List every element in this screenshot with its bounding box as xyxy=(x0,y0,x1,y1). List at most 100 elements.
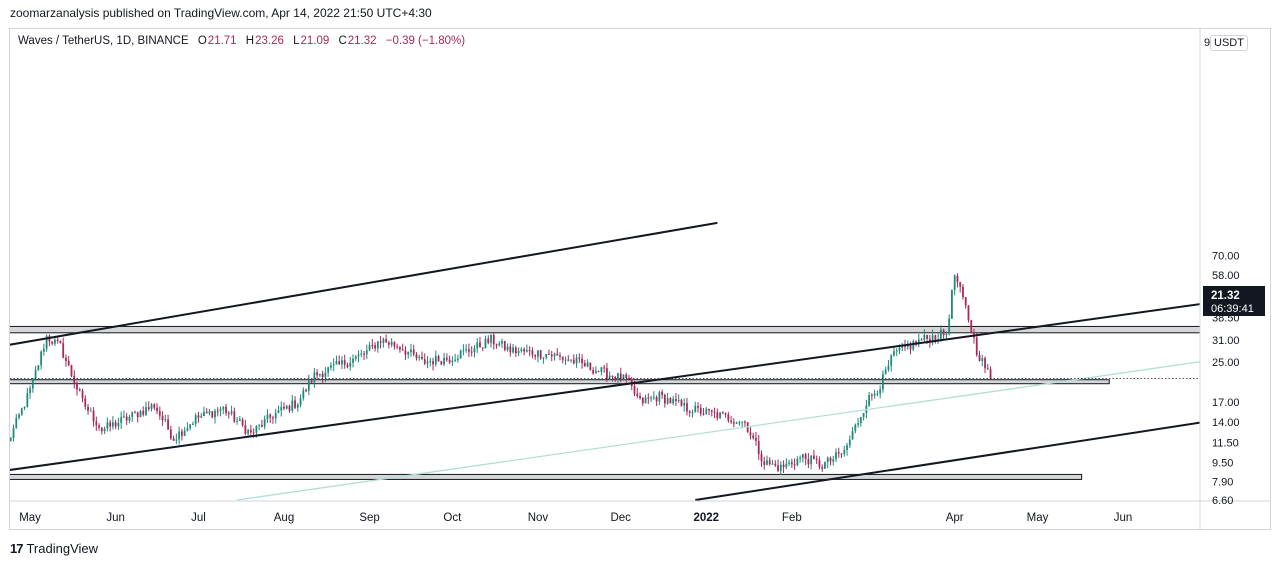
candle-body xyxy=(859,417,862,423)
x-tick-label: Feb xyxy=(782,512,802,524)
candle-body xyxy=(241,419,244,426)
candle-body xyxy=(341,360,343,365)
candle-body xyxy=(285,405,288,409)
candle-body xyxy=(870,395,873,397)
candle-body xyxy=(611,375,614,378)
candle-body xyxy=(617,373,619,381)
candle-body xyxy=(945,333,948,336)
candle-body xyxy=(928,338,931,343)
candle-body xyxy=(796,458,799,466)
candle-body xyxy=(205,411,208,414)
candle-body xyxy=(644,397,647,404)
candle-body xyxy=(686,403,688,412)
candle-body xyxy=(564,359,567,361)
candle-body xyxy=(641,397,644,404)
candle-body xyxy=(702,413,705,415)
candle-body xyxy=(578,357,581,359)
candle-body xyxy=(164,419,167,421)
candle-body xyxy=(175,439,178,441)
candle-body xyxy=(537,350,539,357)
candle-body xyxy=(884,369,887,375)
x-tick-label: May xyxy=(19,512,41,524)
candle-body xyxy=(893,351,895,356)
candle-body xyxy=(868,395,871,406)
candle-body xyxy=(575,357,578,364)
y-tick-label: 31.00 xyxy=(1212,335,1240,347)
candle-body xyxy=(399,347,401,350)
x-tick-label: Oct xyxy=(443,512,462,524)
candle-body xyxy=(98,425,100,428)
candle-body xyxy=(738,422,741,424)
candle-body xyxy=(608,375,611,379)
candle-body xyxy=(70,365,73,376)
trendline-support xyxy=(236,361,1200,501)
candle-body xyxy=(484,338,487,349)
candle-body xyxy=(583,363,586,367)
candle-body xyxy=(741,421,744,423)
candles-layer xyxy=(10,273,992,475)
candle-body xyxy=(766,460,768,465)
candle-body xyxy=(410,349,412,353)
candle-body xyxy=(848,439,851,446)
candle-body xyxy=(456,358,459,360)
candle-body xyxy=(396,346,399,348)
candle-body xyxy=(280,406,283,411)
candle-body xyxy=(801,454,804,458)
candle-body xyxy=(437,356,440,362)
candle-body xyxy=(705,408,708,414)
chart-frame xyxy=(9,28,1271,530)
candle-body xyxy=(440,361,443,365)
candle-body xyxy=(658,391,661,402)
candle-body xyxy=(567,359,570,361)
x-tick-label: Dec xyxy=(610,512,631,524)
candle-body xyxy=(592,369,595,374)
open-value: 21.71 xyxy=(207,35,237,47)
candle-body xyxy=(495,344,498,346)
publisher-caption: zoomarzanalysis published on TradingView… xyxy=(10,6,432,20)
candle-body xyxy=(498,343,501,346)
candle-body xyxy=(128,416,131,421)
candle-body xyxy=(37,365,40,371)
candle-body xyxy=(470,351,473,353)
x-tick-label: May xyxy=(1027,512,1049,524)
y-tick-label: 17.00 xyxy=(1212,397,1240,409)
y-tick-label: 11.50 xyxy=(1212,438,1239,450)
candle-body xyxy=(962,286,964,298)
candle-body xyxy=(465,349,468,351)
candle-body xyxy=(277,410,280,413)
candle-body xyxy=(313,372,316,383)
candle-body xyxy=(810,455,813,465)
candle-body xyxy=(18,414,20,418)
change-value: −0.39 (−1.80%) xyxy=(385,35,466,47)
candle-body xyxy=(735,422,738,424)
candle-body xyxy=(194,415,197,424)
candle-body xyxy=(942,329,945,336)
candle-body xyxy=(274,412,277,419)
candle-body xyxy=(40,351,43,366)
candle-body xyxy=(503,341,506,350)
candle-body xyxy=(951,290,953,319)
candle-body xyxy=(266,414,269,420)
currency-button[interactable]: USDT xyxy=(1210,35,1248,51)
candle-body xyxy=(721,412,724,414)
candle-body xyxy=(934,335,937,341)
candle-body xyxy=(793,464,796,466)
candle-body xyxy=(327,367,330,373)
candle-body xyxy=(895,350,898,352)
candle-body xyxy=(258,424,261,427)
candle-body xyxy=(233,411,236,422)
candle-body xyxy=(338,361,341,365)
candle-body xyxy=(534,354,537,357)
candle-body xyxy=(920,339,923,341)
candle-body xyxy=(423,359,426,364)
candle-body xyxy=(832,459,835,462)
candle-body xyxy=(78,389,81,391)
tradingview-logo[interactable]: 17 TradingView xyxy=(10,541,98,556)
candle-body xyxy=(749,432,752,436)
candle-body xyxy=(788,462,790,464)
y-tick-label: 6.60 xyxy=(1212,495,1233,507)
candle-body xyxy=(807,459,810,465)
candle-body xyxy=(89,410,92,412)
candle-body xyxy=(365,350,368,355)
